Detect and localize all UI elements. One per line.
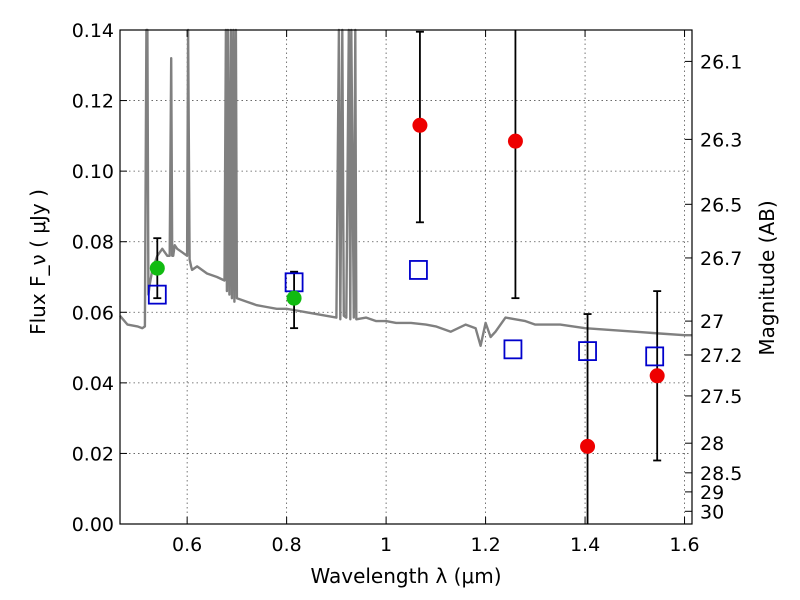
detection-point [149, 260, 165, 276]
y-tick-label: 0.12 [72, 91, 114, 113]
y-axis-label: Flux F_ν ( μJy ) [26, 189, 50, 335]
x-tick-label: 1.6 [669, 534, 699, 556]
model-photometry-point [578, 341, 597, 362]
right-tick-label: 30 [700, 501, 724, 523]
y-tick-label: 0.10 [72, 161, 114, 183]
right-tick-label: 26.1 [700, 51, 742, 73]
right-tick-label: 27 [700, 311, 724, 333]
x-tick-label: 0.8 [272, 534, 302, 556]
tick-layer: 0.6 0.8 1 1.2 1.4 1.6 0.00 0.02 0.04 0.06 0.08 0.10… [72, 20, 743, 556]
detection-point [580, 438, 596, 454]
y-tick-label: 0.02 [72, 443, 114, 465]
model-photometry-point [645, 346, 665, 367]
plot-frame [119, 29, 693, 525]
marker-layer [147, 117, 665, 454]
right-tick-label: 26.7 [700, 248, 742, 270]
right-tick-label: 29 [700, 482, 724, 504]
x-tick-label: 1 [380, 534, 392, 556]
detection-point [412, 117, 428, 133]
right-tick-label: 28.5 [700, 463, 742, 485]
x-axis-label: Wavelength λ (μm) [310, 564, 501, 588]
right-tick-label: 26.3 [700, 129, 742, 151]
y-tick-label: 0.06 [72, 302, 114, 324]
right-tick-label: 26.5 [700, 194, 742, 216]
detection-point [286, 290, 302, 306]
detection-point [507, 133, 523, 149]
model-photometry-point [409, 260, 428, 280]
grid-layer [120, 30, 692, 524]
right-tick-label: 27.2 [700, 345, 742, 367]
detection-point [649, 368, 665, 384]
model-photometry-point [503, 339, 523, 360]
spectrum-line [119, 28, 692, 347]
x-tick-label: 0.6 [172, 534, 202, 556]
y-tick-label: 0.00 [72, 514, 114, 536]
y-tick-label: 0.08 [72, 232, 114, 254]
model-photometry-point [147, 284, 167, 305]
x-tick-label: 1.4 [570, 534, 600, 556]
y-tick-label: 0.14 [72, 20, 114, 42]
x-tick-label: 1.2 [470, 534, 500, 556]
right-tick-label: 27.5 [700, 386, 742, 408]
right-tick-label: 28 [700, 433, 724, 455]
y-tick-label: 0.04 [72, 373, 114, 395]
spectrum-layer [119, 28, 692, 347]
right-axis-label: Magnitude (AB) [755, 200, 779, 355]
